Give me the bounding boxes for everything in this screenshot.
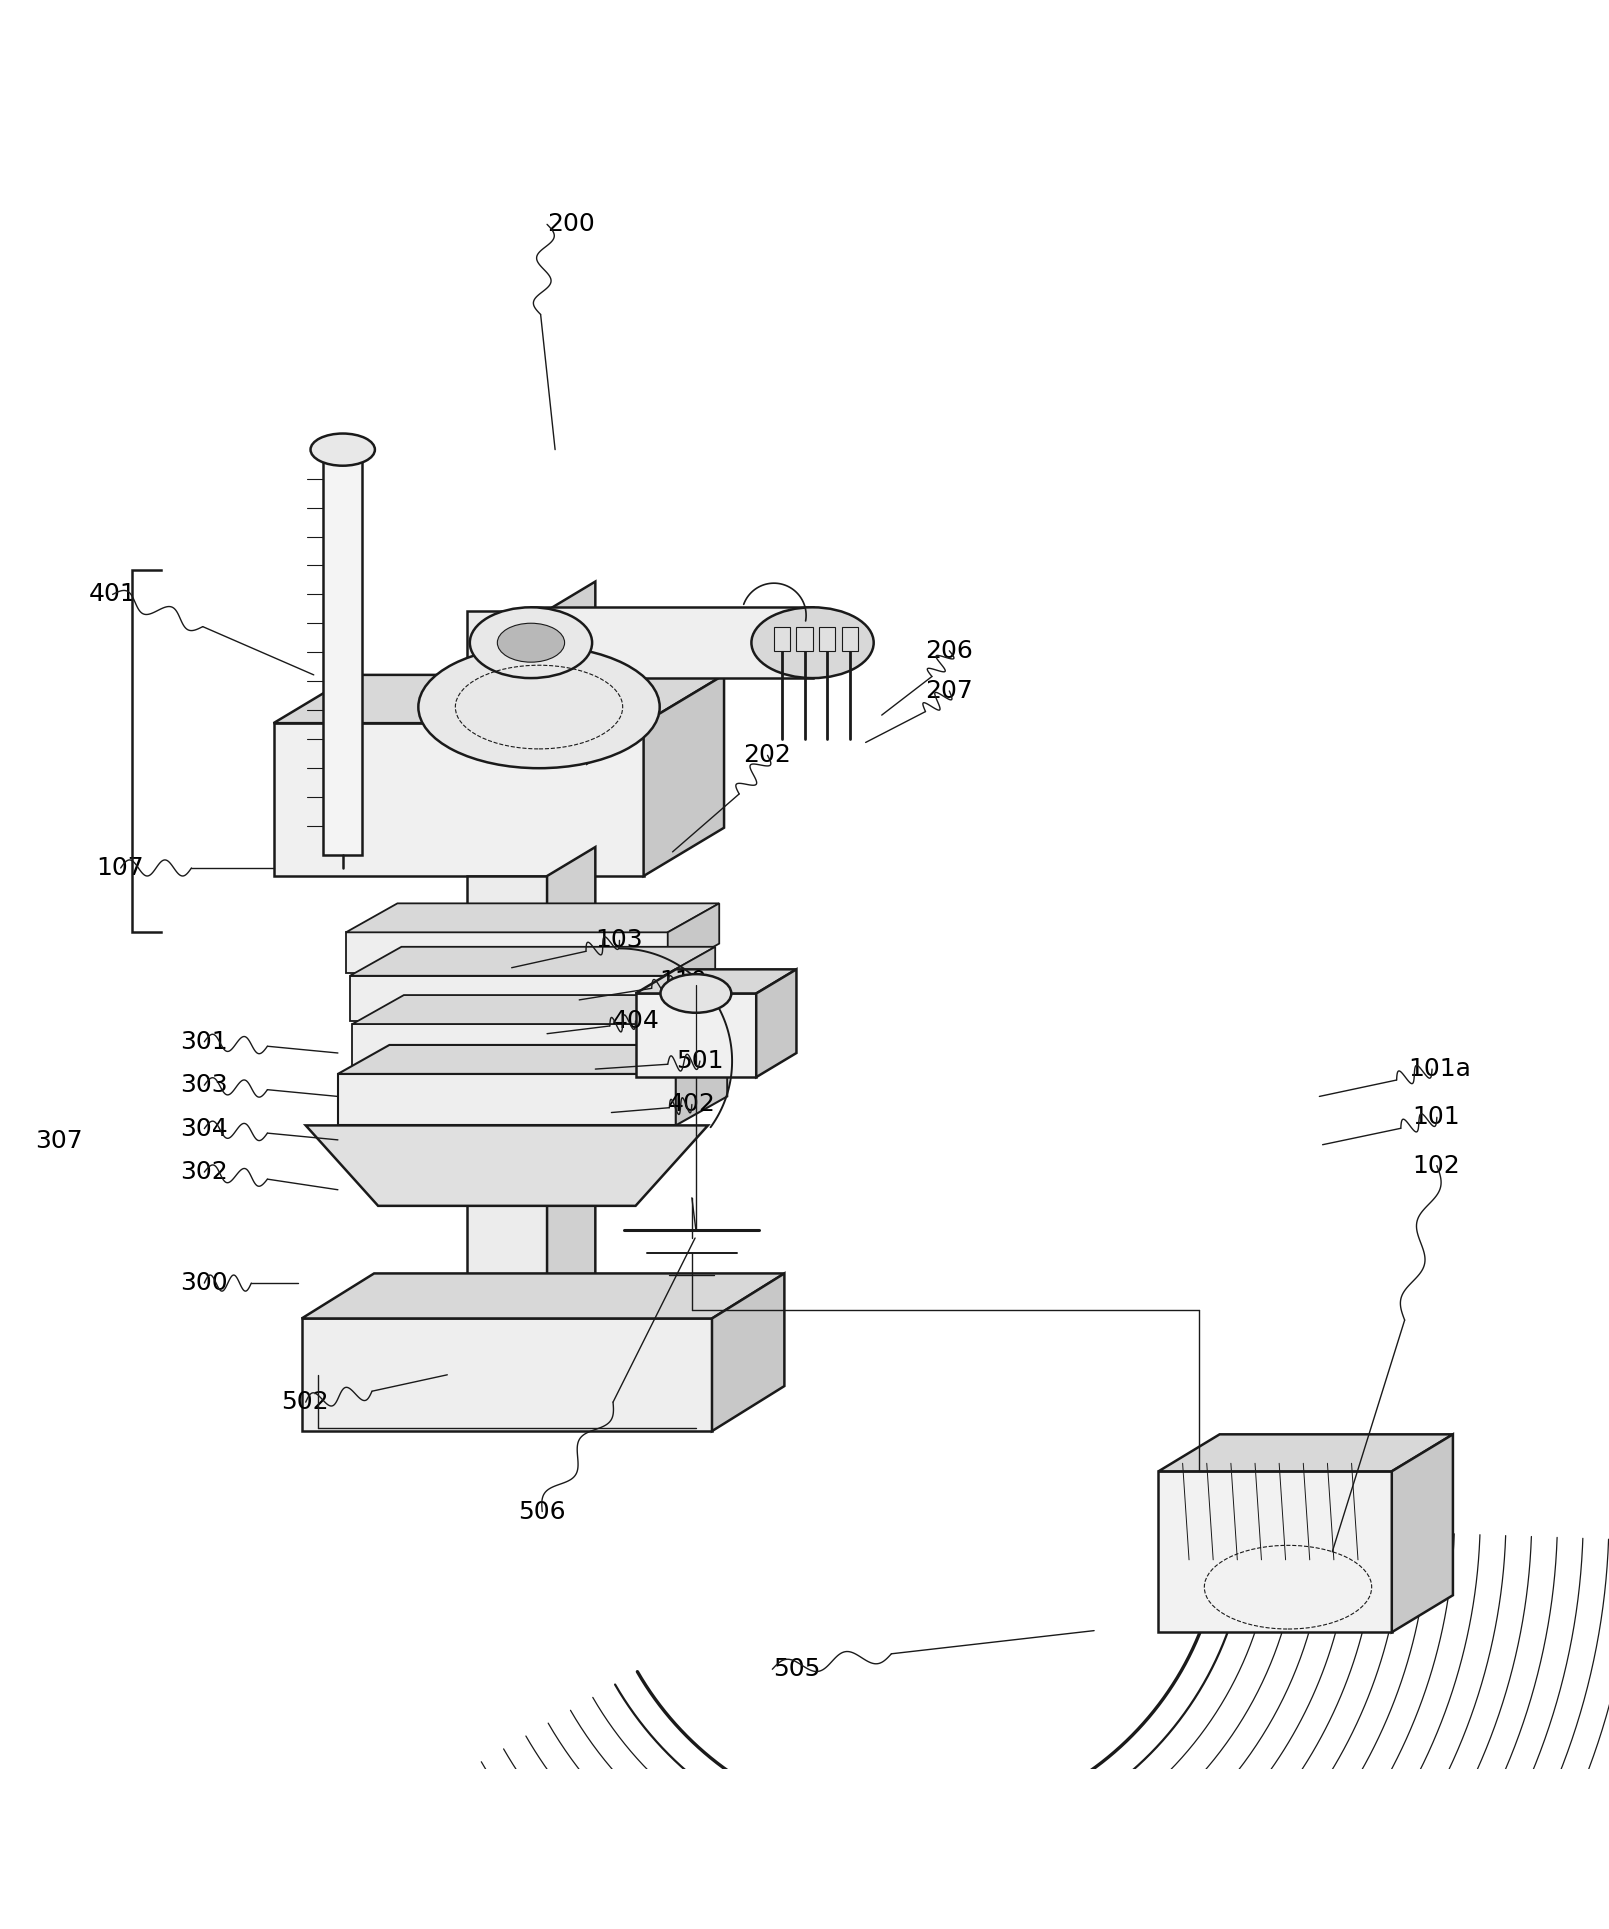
Text: 110: 110 [660,968,708,993]
Polygon shape [796,627,813,650]
Polygon shape [352,1024,661,1069]
Text: 301: 301 [180,1030,228,1053]
Text: 107: 107 [97,856,145,880]
Text: 302: 302 [180,1159,228,1184]
Polygon shape [1158,1435,1453,1472]
Text: 101a: 101a [1408,1057,1471,1080]
Polygon shape [711,1273,784,1431]
Ellipse shape [311,434,375,465]
Text: 506: 506 [518,1499,566,1524]
Polygon shape [547,581,595,723]
Polygon shape [819,627,835,650]
Polygon shape [306,1125,708,1206]
Polygon shape [338,1046,727,1074]
Polygon shape [491,708,636,737]
Text: 404: 404 [611,1009,660,1032]
Text: 206: 206 [925,638,973,664]
Polygon shape [636,993,756,1076]
Polygon shape [346,903,719,932]
Polygon shape [531,608,813,679]
Text: 304: 304 [180,1117,228,1140]
Polygon shape [352,995,713,1024]
Text: 303: 303 [180,1073,228,1098]
Text: 402: 402 [668,1092,716,1117]
Ellipse shape [497,623,565,662]
Text: 102: 102 [1413,1154,1461,1177]
Polygon shape [663,947,714,1020]
Polygon shape [274,723,644,876]
Polygon shape [338,1074,676,1125]
Polygon shape [774,627,790,650]
Ellipse shape [660,974,730,1013]
Polygon shape [636,970,796,993]
Polygon shape [661,995,713,1069]
Polygon shape [467,610,547,723]
Ellipse shape [751,608,874,679]
Polygon shape [1392,1435,1453,1632]
Polygon shape [587,708,636,764]
Polygon shape [547,847,595,1319]
Polygon shape [274,675,724,723]
Ellipse shape [418,646,660,768]
Polygon shape [349,976,663,1020]
Text: 501: 501 [676,1049,724,1073]
Text: 505: 505 [772,1657,821,1682]
Text: 300: 300 [180,1271,228,1294]
Polygon shape [644,675,724,876]
Text: 207: 207 [925,679,973,702]
Text: 101: 101 [1413,1105,1461,1128]
Text: 202: 202 [743,743,792,768]
Polygon shape [756,970,796,1076]
Text: 103: 103 [595,928,644,953]
Polygon shape [349,947,714,976]
Polygon shape [302,1273,784,1319]
Polygon shape [323,449,362,855]
Polygon shape [842,627,858,650]
Polygon shape [302,1319,711,1431]
Polygon shape [676,1046,727,1125]
Polygon shape [1158,1472,1392,1632]
Ellipse shape [470,608,592,679]
Polygon shape [346,932,668,972]
Text: 502: 502 [282,1391,330,1414]
Text: 200: 200 [547,212,595,237]
Polygon shape [467,876,547,1319]
Polygon shape [668,903,719,972]
Text: 401: 401 [88,583,137,606]
Text: 307: 307 [35,1130,84,1154]
